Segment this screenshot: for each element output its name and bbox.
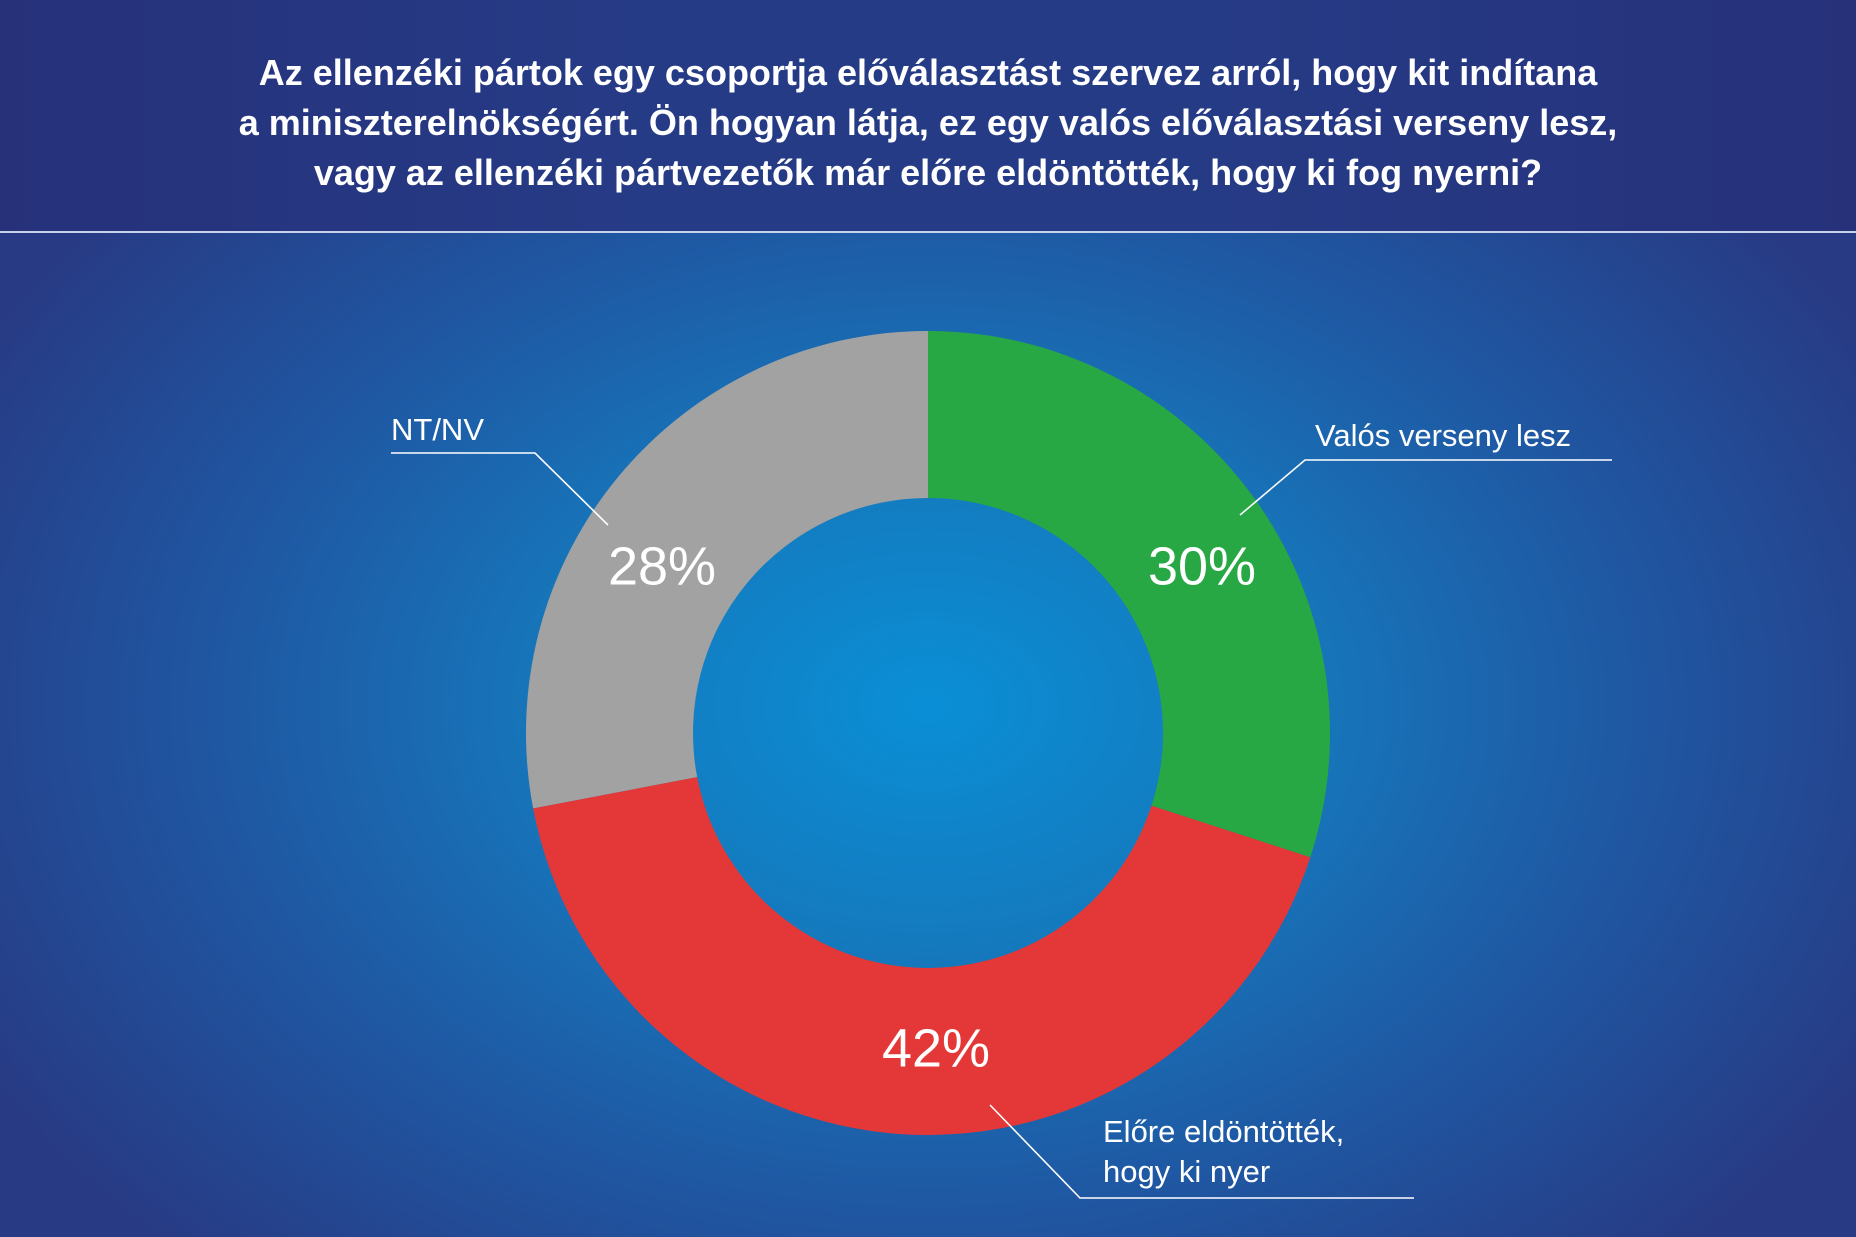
slice-value-label-2: 28% [608,536,716,596]
chart-title: Az ellenzéki pártok egy csoportja elővál… [238,52,1618,193]
slice-category-label-2-0: NT/NV [391,412,484,447]
slice-2 [526,331,928,809]
leader-line-2 [391,452,609,526]
leader-line-1 [989,1104,1414,1199]
slice-value-label-1: 42% [882,1018,990,1078]
slice-category-label-1-0: Előre eldöntötték, [1103,1114,1344,1149]
header-divider [0,231,1856,233]
header-band [0,0,1856,231]
leader-line-0 [1239,459,1612,516]
slice-1 [533,777,1311,1135]
slice-0 [928,331,1330,858]
slice-value-label-0: 30% [1148,536,1256,596]
slice-category-label-0-0: Valós verseny lesz [1315,418,1571,453]
slice-category-label-1-1: hogy ki nyer [1103,1154,1270,1189]
